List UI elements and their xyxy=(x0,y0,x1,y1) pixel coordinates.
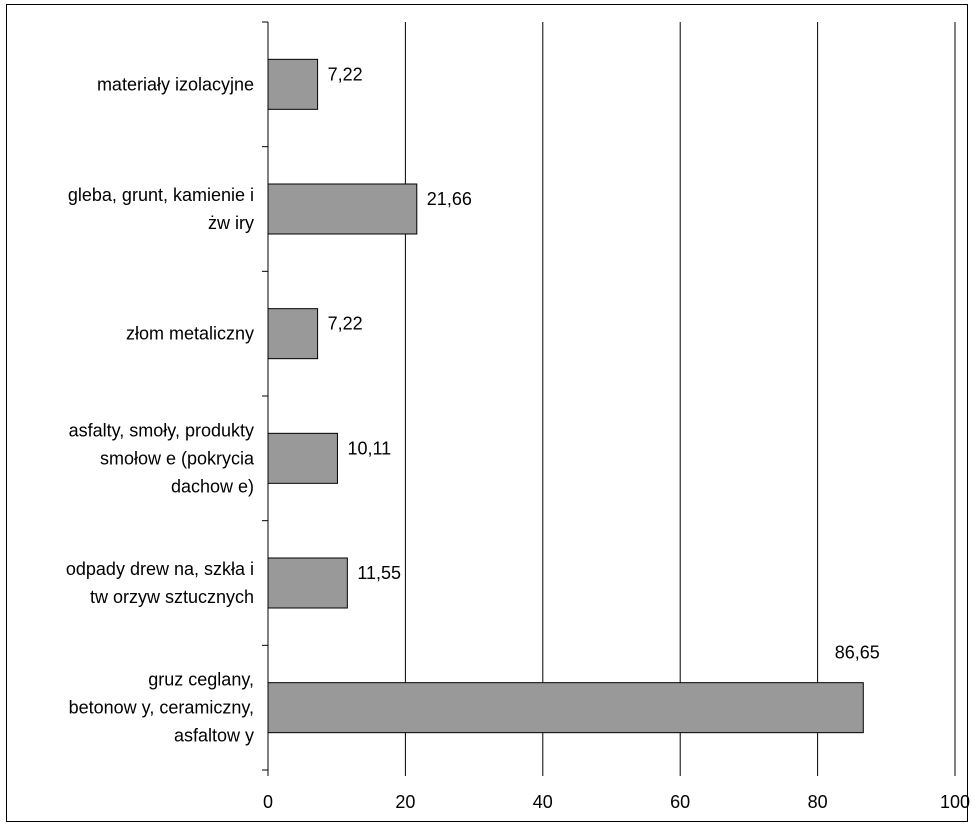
bar-0 xyxy=(267,58,319,110)
x-tick-label-2: 40 xyxy=(533,792,553,812)
data-label-3: 10,11 xyxy=(347,438,391,458)
bar-4 xyxy=(267,557,348,609)
data-label-4: 11,55 xyxy=(357,563,401,583)
category-label-4-0: odpady drew na, szkła i xyxy=(66,559,254,579)
data-label-1: 21,66 xyxy=(427,189,472,209)
data-label-0: 7,22 xyxy=(328,64,363,84)
category-label-4-1: tw orzyw sztucznych xyxy=(90,587,254,607)
category-label-3-0: asfalty, smoły, produkty xyxy=(69,420,254,440)
bar-2 xyxy=(267,308,319,360)
category-label-0-0: materiały izolacyjne xyxy=(97,74,254,94)
category-label-5-2: asfaltow y xyxy=(174,726,254,746)
category-label-1-0: gleba, grunt, kamienie i xyxy=(68,185,254,205)
x-tick-label-4: 80 xyxy=(808,792,828,812)
data-label-5: 86,65 xyxy=(835,643,880,663)
category-label-2-0: złom metaliczny xyxy=(126,324,254,344)
x-tick-label-5: 100 xyxy=(940,792,970,812)
data-label-2: 7,22 xyxy=(328,314,363,334)
category-label-5-0: gruz ceglany, xyxy=(148,670,254,690)
category-label-3-1: smołow e (pokrycia xyxy=(100,448,255,468)
bar-3 xyxy=(267,432,338,484)
category-label-3-2: dachow e) xyxy=(171,476,254,496)
x-tick-label-0: 0 xyxy=(263,792,273,812)
x-tick-label-1: 20 xyxy=(395,792,415,812)
bar-5 xyxy=(267,682,864,734)
category-label-1-1: żw iry xyxy=(208,213,254,233)
bar-1 xyxy=(267,183,418,235)
x-tick-label-3: 60 xyxy=(670,792,690,812)
category-label-5-1: betonow y, ceramiczny, xyxy=(69,698,254,718)
